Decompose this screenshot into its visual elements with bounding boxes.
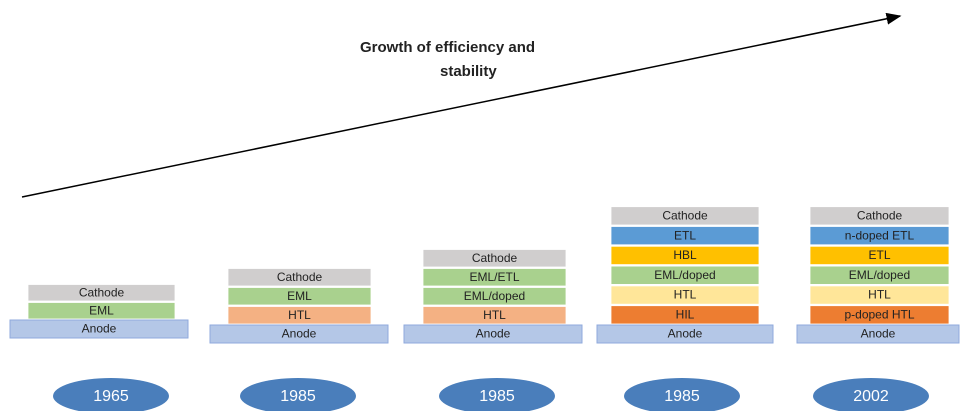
year-label: 1965 bbox=[93, 388, 129, 405]
layer-label: HTL bbox=[288, 308, 311, 322]
layer bbox=[422, 287, 567, 306]
layer-label: HTL bbox=[868, 288, 891, 302]
anode-label: Anode bbox=[861, 327, 896, 341]
layer-label: EML/ETL bbox=[469, 270, 519, 284]
layer-label: n-doped ETL bbox=[845, 228, 915, 242]
layer-label: HIL bbox=[676, 308, 695, 322]
layer-label: HTL bbox=[483, 308, 506, 322]
year-badge bbox=[240, 378, 356, 411]
anode-label: Anode bbox=[82, 322, 117, 336]
layer-label: EML/doped bbox=[849, 268, 910, 282]
layer bbox=[27, 284, 176, 302]
layer-label: EML/doped bbox=[464, 289, 525, 303]
year-badge bbox=[439, 378, 555, 411]
layer bbox=[809, 265, 950, 285]
layer-label: Cathode bbox=[857, 209, 903, 223]
year-badge bbox=[813, 378, 929, 411]
layer bbox=[809, 305, 950, 325]
layer bbox=[227, 287, 372, 306]
title-line: stability bbox=[440, 63, 497, 80]
year-label: 1985 bbox=[280, 388, 316, 405]
layer bbox=[227, 306, 372, 325]
layer-label: Cathode bbox=[472, 251, 518, 265]
year-label: 2002 bbox=[853, 388, 889, 405]
layer-label: ETL bbox=[868, 248, 890, 262]
anode-layer bbox=[9, 319, 189, 339]
layer bbox=[227, 268, 372, 287]
layer-label: EML bbox=[89, 303, 114, 317]
layer bbox=[610, 245, 760, 266]
layer bbox=[809, 285, 950, 305]
anode-label: Anode bbox=[476, 327, 511, 341]
layer bbox=[610, 305, 760, 325]
layer bbox=[809, 206, 950, 226]
layer-label: Cathode bbox=[662, 209, 708, 223]
layer bbox=[610, 226, 760, 246]
year-badge bbox=[624, 378, 740, 411]
layer bbox=[809, 245, 950, 266]
year-label: 1985 bbox=[479, 388, 515, 405]
layer-label: HTL bbox=[674, 288, 697, 302]
layer bbox=[422, 268, 567, 287]
layer bbox=[809, 226, 950, 246]
year-badge bbox=[53, 378, 169, 411]
layer bbox=[610, 265, 760, 285]
growth-arrow bbox=[21, 12, 902, 198]
layer-label: EML bbox=[287, 289, 312, 303]
layer bbox=[422, 306, 567, 325]
layer bbox=[27, 302, 176, 320]
anode-layer bbox=[596, 324, 774, 344]
anode-layer bbox=[403, 324, 583, 344]
layer-label: HBL bbox=[673, 248, 697, 262]
anode-layer bbox=[796, 324, 960, 344]
layer-label: Cathode bbox=[277, 270, 323, 284]
anode-label: Anode bbox=[668, 327, 703, 341]
layer-label: EML/doped bbox=[654, 268, 715, 282]
layer-label: ETL bbox=[674, 228, 696, 242]
anode-layer bbox=[209, 324, 389, 344]
year-label: 1985 bbox=[664, 388, 700, 405]
layer bbox=[422, 249, 567, 268]
layer-label: Cathode bbox=[79, 285, 125, 299]
anode-label: Anode bbox=[282, 327, 317, 341]
layer-label: p-doped HTL bbox=[844, 308, 914, 322]
layer bbox=[610, 285, 760, 305]
title-line: Growth of efficiency and bbox=[360, 39, 535, 56]
layer bbox=[610, 206, 760, 226]
